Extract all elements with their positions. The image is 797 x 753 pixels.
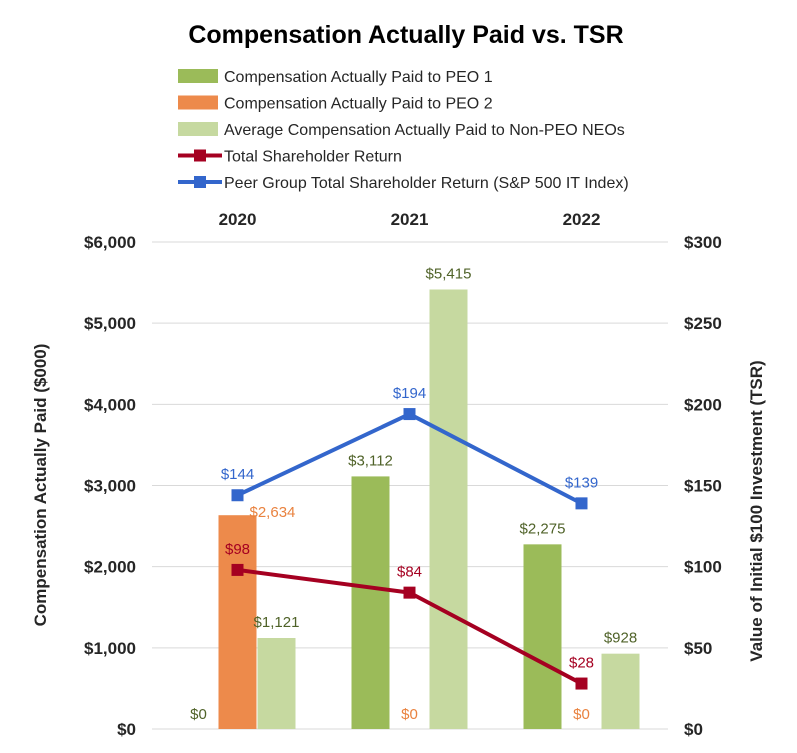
bar-label-2022-series-3: $928 bbox=[604, 630, 637, 647]
legend-label-2: Compensation Actually Paid to PEO 2 bbox=[224, 96, 493, 113]
bar-label-2021-series-2: $0 bbox=[401, 706, 418, 723]
left-tick-label: $6,000 bbox=[84, 233, 136, 252]
legend-swatch-2 bbox=[178, 95, 218, 110]
legend: Compensation Actually Paid to PEO 1 Compe… bbox=[178, 69, 629, 192]
bar-2022-series-1 bbox=[523, 544, 562, 729]
right-tick-label: $200 bbox=[684, 395, 722, 414]
left-tick-label: $4,000 bbox=[84, 395, 136, 414]
right-tick-label: $0 bbox=[684, 720, 703, 739]
marker-2020-line-2 bbox=[231, 489, 244, 502]
left-axis-title: Compensation Actually Paid ($000) bbox=[31, 344, 50, 627]
right-tick-label: $100 bbox=[684, 558, 722, 577]
right-tick-label: $50 bbox=[684, 639, 712, 658]
bar-label-2022-series-2: $0 bbox=[573, 706, 590, 723]
bar-2020-series-2 bbox=[218, 515, 257, 729]
bar-label-2021-series-3: $5,415 bbox=[426, 265, 472, 282]
bars bbox=[218, 289, 640, 729]
lines bbox=[231, 408, 588, 690]
marker-2022-line-1 bbox=[575, 677, 588, 690]
left-tick-label: $1,000 bbox=[84, 639, 136, 658]
left-tick-label: $2,000 bbox=[84, 558, 136, 577]
line-label-2022-line-2: $139 bbox=[565, 474, 598, 491]
legend-swatch-3 bbox=[178, 122, 218, 136]
right-tick-label: $300 bbox=[684, 233, 722, 252]
category-labels: 2020 2021 2022 bbox=[219, 210, 601, 229]
legend-marker-4 bbox=[194, 149, 206, 162]
bar-label-2022-series-1: $2,275 bbox=[520, 520, 566, 537]
category-label-2022: 2022 bbox=[563, 210, 601, 229]
line-label-2020-line-2: $144 bbox=[221, 466, 254, 483]
legend-label-1: Compensation Actually Paid to PEO 1 bbox=[224, 69, 493, 86]
legend-label-4: Total Shareholder Return bbox=[224, 149, 402, 166]
left-tick-label: $0 bbox=[117, 720, 136, 739]
bar-2022-series-3 bbox=[601, 653, 640, 729]
marker-2020-line-1 bbox=[231, 563, 244, 576]
left-tick-label: $3,000 bbox=[84, 477, 136, 496]
left-axis-ticks: $0 $1,000 $2,000 $3,000 $4,000 $5,000 $6,000 bbox=[84, 233, 136, 739]
bar-label-2020-series-2: $2,634 bbox=[250, 504, 296, 521]
marker-2021-line-1 bbox=[403, 586, 416, 599]
right-axis-ticks: $0 $50 $100 $150 $200 $250 $300 bbox=[684, 233, 722, 739]
right-tick-label: $150 bbox=[684, 477, 722, 496]
category-label-2020: 2020 bbox=[219, 210, 257, 229]
bar-label-2021-series-1: $3,112 bbox=[348, 452, 393, 469]
bar-label-2020-series-3: $1,121 bbox=[254, 614, 300, 631]
data-labels: $0 $3,112 $2,275 $2,634 $0 $0 $1,121 $5,415 $928… bbox=[190, 265, 637, 723]
right-axis-title: Value of Initial $100 Investment (TSR) bbox=[747, 360, 766, 661]
legend-label-3: Average Compensation Actually Paid to No… bbox=[224, 122, 625, 139]
bar-label-2020-series-1: $0 bbox=[190, 706, 207, 723]
line-label-2021-line-2: $194 bbox=[393, 385, 426, 402]
right-tick-label: $250 bbox=[684, 314, 722, 333]
legend-swatch-1 bbox=[178, 69, 218, 83]
line-label-2021-line-1: $84 bbox=[397, 564, 422, 581]
legend-marker-5 bbox=[194, 176, 206, 188]
legend-label-5: Peer Group Total Shareholder Return (S&P… bbox=[224, 175, 629, 192]
line-label-2020-line-1: $98 bbox=[225, 541, 250, 558]
category-label-2021: 2021 bbox=[391, 210, 429, 229]
marker-2022-line-2 bbox=[575, 497, 588, 510]
line-label-2022-line-1: $28 bbox=[569, 655, 594, 672]
left-tick-label: $5,000 bbox=[84, 314, 136, 333]
bar-2021-series-1 bbox=[351, 476, 390, 729]
bar-2020-series-3 bbox=[257, 638, 296, 729]
marker-2021-line-2 bbox=[403, 408, 416, 421]
line-series-2 bbox=[236, 412, 583, 506]
chart-title: Compensation Actually Paid vs. TSR bbox=[188, 21, 623, 49]
bar-2021-series-3 bbox=[429, 289, 468, 729]
